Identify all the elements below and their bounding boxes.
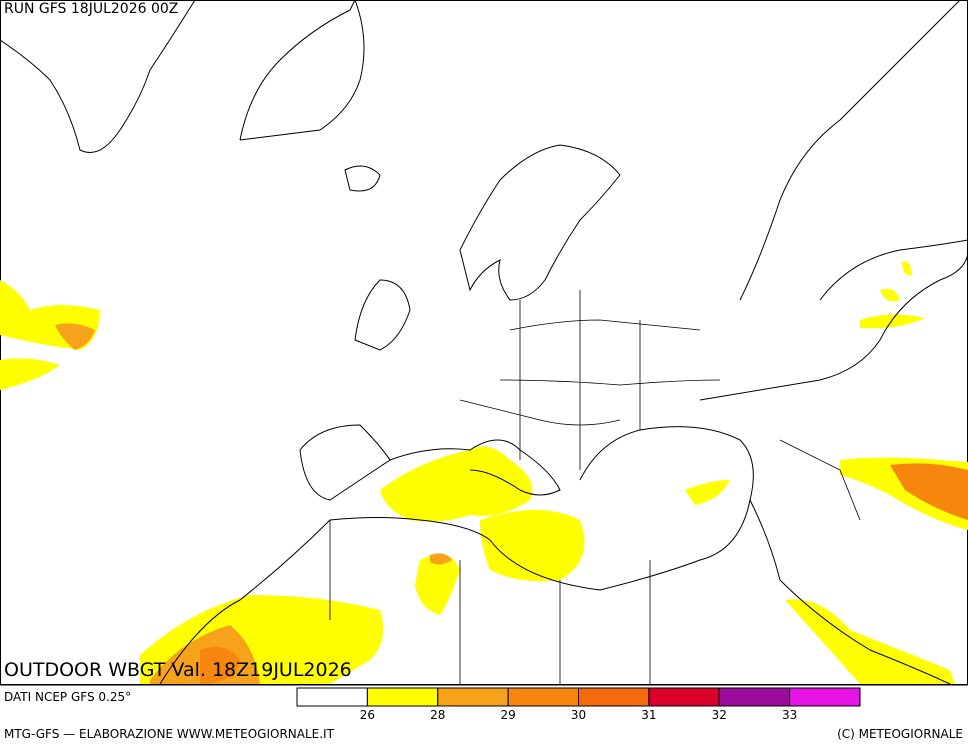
colorbar-bin bbox=[648, 687, 720, 707]
colorbar-tick-label: 29 bbox=[500, 708, 515, 722]
colorbar-bin bbox=[789, 687, 861, 707]
source-label: DATI NCEP GFS 0.25° bbox=[4, 690, 131, 704]
colorbar-tick-label: 26 bbox=[360, 708, 375, 722]
footer-left: MTG-GFS — ELABORAZIONE WWW.METEOGIORNALE… bbox=[4, 727, 335, 741]
colorbar-tick-label: 28 bbox=[430, 708, 445, 722]
colorbar-bin bbox=[296, 687, 368, 707]
colorbar-bin bbox=[366, 687, 439, 707]
footer-right: (C) METEOGIORNALE bbox=[837, 727, 963, 741]
colorbar: 26 28 29 30 31 32 33 bbox=[296, 687, 861, 722]
colorbar-bin bbox=[578, 687, 650, 707]
colorbar-bin bbox=[507, 687, 579, 707]
heat-areas bbox=[0, 261, 968, 684]
map-title: OUTDOOR WBGT Val. 18Z19JUL2026 bbox=[4, 659, 352, 681]
colorbar-tick-label: 30 bbox=[571, 708, 586, 722]
colorbar-bin bbox=[437, 687, 509, 707]
run-label: RUN GFS 18JUL2026 00Z bbox=[4, 1, 178, 17]
colorbar-tick-label: 31 bbox=[641, 708, 656, 722]
colorbar-tick-label: 33 bbox=[782, 708, 797, 722]
colorbar-bin bbox=[718, 687, 791, 707]
map-frame bbox=[0, 0, 968, 685]
coastlines bbox=[0, 0, 968, 685]
colorbar-tick-label: 32 bbox=[712, 708, 727, 722]
map: RUN GFS 18JUL2026 00Z OUTDOOR WBGT Val. … bbox=[0, 0, 968, 685]
